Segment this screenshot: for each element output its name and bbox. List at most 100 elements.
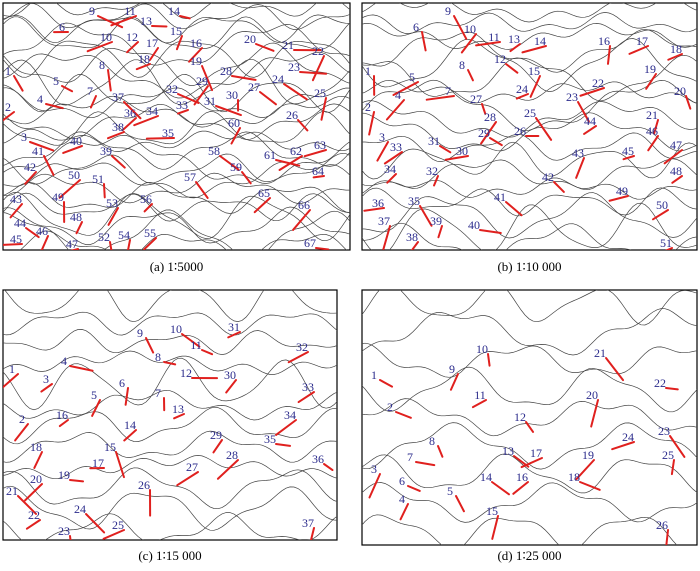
ridge-label: 29 (478, 126, 490, 140)
ridge-label: 20 (674, 84, 686, 98)
ridge-label: 56 (140, 192, 152, 206)
ridge-label: 52 (98, 230, 110, 244)
panel-caption: (a) 1∶5000 (150, 259, 204, 274)
ridge-label: 17 (146, 36, 158, 50)
contour-line (362, 222, 697, 250)
ridge-label: 18 (30, 440, 42, 454)
ridge-line (292, 209, 311, 231)
panel-caption: (d) 1∶25 000 (497, 548, 561, 563)
ridge-line (611, 441, 635, 451)
ridge-label: 67 (304, 236, 316, 250)
contour-line (3, 512, 337, 540)
ridge-line (671, 175, 683, 184)
ridge-label: 17 (92, 456, 104, 470)
ridge-label: 33 (176, 98, 188, 112)
contours (3, 3, 350, 250)
ridge-line (407, 485, 421, 492)
ridge-label: 7 (445, 84, 451, 98)
contour-line (3, 103, 350, 140)
ridge-label: 18 (568, 470, 580, 484)
ridge-label: 53 (106, 196, 118, 210)
ridge-label: 1 (365, 64, 371, 78)
ridge-label: 4 (399, 492, 405, 506)
ridge-label: 8 (429, 434, 435, 448)
ridge-label: 40 (468, 218, 480, 232)
ridge-label: 25 (662, 448, 674, 462)
ridge-line (652, 209, 669, 221)
ridge-line (13, 75, 24, 92)
ridge-line (577, 101, 590, 123)
ridge-label: 48 (70, 210, 82, 224)
ridge-line (176, 109, 189, 115)
ridge-line (89, 95, 97, 109)
ridge-line (315, 247, 330, 250)
ridge-label: 15 (486, 504, 498, 518)
ridge-line (628, 45, 649, 55)
ridge-line (575, 157, 585, 179)
ridge-line (395, 411, 412, 419)
contour-line (3, 350, 337, 375)
ridge-label: 32 (426, 164, 438, 178)
ridge-label: 8 (155, 350, 161, 364)
ridge-label: 54 (118, 228, 130, 242)
ridge-line (665, 387, 679, 391)
ridge-label: 36 (124, 106, 136, 120)
contour-line (362, 12, 697, 34)
ridge-label: 4 (61, 354, 67, 368)
ridge-label: 19 (58, 468, 70, 482)
contour-line (362, 366, 697, 413)
contour-line (362, 308, 697, 356)
contours (362, 3, 697, 250)
ridge-label: 19 (582, 448, 594, 462)
ridge-label: 34 (284, 408, 296, 422)
contour-line (362, 100, 697, 138)
ridge-line (505, 63, 519, 74)
contour-line (3, 191, 350, 242)
ridge-line (230, 127, 241, 145)
ridge-label: 2 (5, 100, 11, 114)
ridge-label: 37 (112, 90, 124, 104)
ridge-line (520, 457, 543, 469)
ridge-label: 20 (30, 472, 42, 486)
ridge-label: 8 (99, 58, 105, 72)
contour-line (362, 132, 697, 162)
ridge-line (58, 419, 69, 428)
ridge-line (665, 247, 673, 250)
ridge-label: 16 (56, 408, 68, 422)
ridge-label: 60 (228, 116, 240, 130)
ridge-label: 16 (516, 470, 528, 484)
ridge-label: 15 (104, 440, 116, 454)
ridge-label: 32 (166, 82, 178, 96)
ridge-line (608, 195, 629, 202)
ridge-line (460, 33, 477, 54)
ridge-line (663, 149, 683, 165)
contour-line (3, 40, 350, 78)
contour-line (3, 22, 350, 66)
ridge-line (509, 43, 521, 53)
ridge-line (3, 111, 15, 122)
contour-line (19, 230, 347, 250)
ridge-label: 24 (74, 502, 86, 516)
ridge-label: 11 (124, 4, 136, 18)
ridge-label: 63 (314, 138, 326, 152)
ridge-label: 3 (43, 372, 49, 386)
ridge-line (227, 331, 241, 339)
ridge-label: 47 (670, 138, 682, 152)
contours (3, 290, 337, 540)
ridge-label: 10 (476, 342, 488, 356)
contour-line (362, 158, 697, 191)
ridge-line (383, 151, 403, 165)
ridge-line (133, 115, 159, 127)
contour-line (362, 202, 697, 250)
ridge-line (145, 137, 175, 140)
ridge-line (149, 47, 159, 61)
contour-line (3, 311, 337, 336)
ridge-label: 28 (484, 110, 496, 124)
contour-line (3, 161, 350, 199)
contour-line (362, 141, 697, 180)
contour-line (3, 455, 337, 480)
ridge-line (505, 201, 523, 217)
ridge-label: 64 (312, 164, 324, 178)
contour-line (362, 398, 697, 437)
ridge-line (123, 429, 137, 442)
